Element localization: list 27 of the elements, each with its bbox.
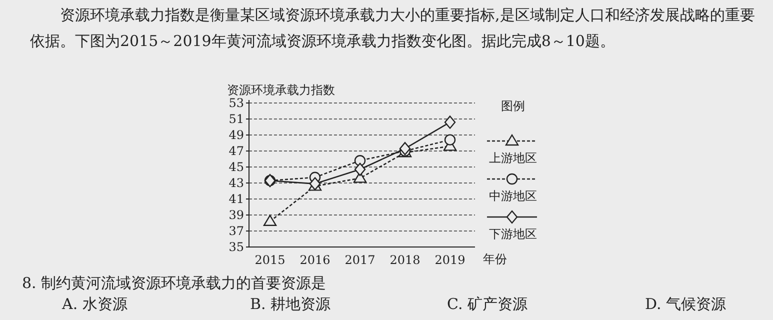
legend-label: 上游地区	[489, 151, 537, 165]
legend-label: 下游地区	[489, 227, 537, 241]
y-tick-label: 45	[228, 160, 244, 174]
x-tick-label: 2018	[390, 253, 420, 267]
chart-title: 资源环境承载力指数是衡量某区域资源环境承载力大小的重要指标,是区域制定人口和经济发展战略的重要依据。下图为2015～2019年黄河流域资源环境承载力指数变化图。据此完成8～10题。	[30, 6, 755, 50]
x-tick-label: 2017	[344, 253, 376, 267]
legend-label: 中游地区	[489, 189, 537, 203]
y-axis-title: 资源环境承载力指数	[227, 83, 335, 97]
y-tick-label: 41	[228, 192, 244, 206]
x-tick-label: 2015	[254, 253, 286, 267]
text: D. 气候资源	[645, 295, 726, 313]
text: C. 矿产资源	[447, 295, 528, 313]
y-tick-label: 43	[228, 176, 244, 190]
text: B. 耕地资源	[250, 295, 331, 313]
text: A. 水资源	[61, 295, 128, 313]
legend-title: 图例	[501, 99, 525, 113]
y-tick-label: 53	[228, 96, 244, 110]
y-tick-label: 49	[228, 128, 244, 142]
y-tick-label: 39	[228, 208, 244, 222]
y-tick-label: 47	[228, 144, 244, 158]
y-tick-label: 37	[228, 224, 244, 238]
y-tick-label: 35	[228, 240, 244, 254]
text: 8. 制约黄河流域资源环境承载力的首要资源是	[22, 274, 326, 292]
x-tick-label: 2019	[434, 253, 466, 267]
y-tick-label: 51	[228, 112, 244, 126]
x-tick-label: 2016	[300, 253, 330, 267]
x-axis-title: 年份	[483, 252, 507, 266]
